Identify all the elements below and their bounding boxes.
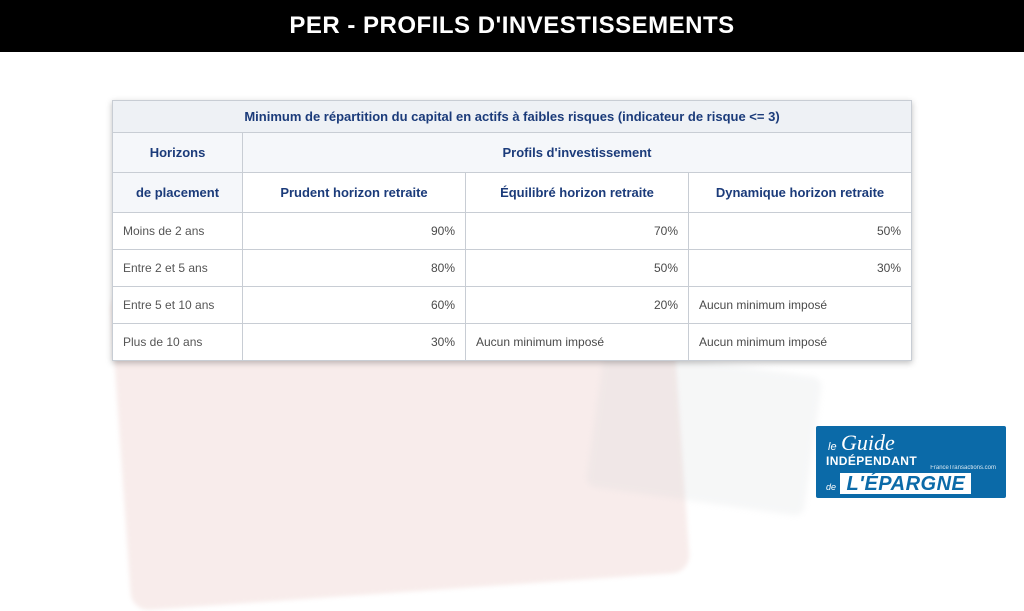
logo-le: le bbox=[828, 441, 837, 453]
cell-prudent: 60% bbox=[243, 287, 466, 324]
cell-prudent: 90% bbox=[243, 213, 466, 250]
col-equilibre: Équilibré horizon retraite bbox=[466, 173, 689, 213]
table-group-header-row: Horizons Profils d'investissement bbox=[113, 133, 912, 173]
col-prudent: Prudent horizon retraite bbox=[243, 173, 466, 213]
page-title: PER - PROFILS D'INVESTISSEMENTS bbox=[289, 12, 734, 40]
cell-dynamique: 30% bbox=[689, 250, 912, 287]
logo-epargne: L'ÉPARGNE bbox=[840, 473, 971, 494]
cell-equilibre: 20% bbox=[466, 287, 689, 324]
table-row: Moins de 2 ans 90% 70% 50% bbox=[113, 213, 912, 250]
cell-prudent: 30% bbox=[243, 324, 466, 361]
cell-dynamique: Aucun minimum imposé bbox=[689, 324, 912, 361]
col-group-horizons: Horizons bbox=[113, 133, 243, 173]
page-header: PER - PROFILS D'INVESTISSEMENTS bbox=[0, 0, 1024, 52]
logo-guide: Guide bbox=[841, 430, 895, 455]
col-group-profils: Profils d'investissement bbox=[243, 133, 912, 173]
col-placement: de placement bbox=[113, 173, 243, 213]
cell-dynamique: Aucun minimum imposé bbox=[689, 287, 912, 324]
cell-equilibre: Aucun minimum imposé bbox=[466, 324, 689, 361]
table-row: Entre 2 et 5 ans 80% 50% 30% bbox=[113, 250, 912, 287]
row-label: Plus de 10 ans bbox=[113, 324, 243, 361]
col-dynamique: Dynamique horizon retraite bbox=[689, 173, 912, 213]
cell-equilibre: 70% bbox=[466, 213, 689, 250]
logo-de: de bbox=[826, 482, 836, 492]
table-caption: Minimum de répartition du capital en act… bbox=[113, 101, 912, 133]
table-caption-row: Minimum de répartition du capital en act… bbox=[113, 101, 912, 133]
table-subheader-row: de placement Prudent horizon retraite Éq… bbox=[113, 173, 912, 213]
investment-profiles-table: Minimum de répartition du capital en act… bbox=[112, 100, 912, 361]
cell-prudent: 80% bbox=[243, 250, 466, 287]
cell-dynamique: 50% bbox=[689, 213, 912, 250]
row-label: Entre 2 et 5 ans bbox=[113, 250, 243, 287]
cell-equilibre: 50% bbox=[466, 250, 689, 287]
row-label: Moins de 2 ans bbox=[113, 213, 243, 250]
table-row: Entre 5 et 10 ans 60% 20% Aucun minimum … bbox=[113, 287, 912, 324]
table-row: Plus de 10 ans 30% Aucun minimum imposé … bbox=[113, 324, 912, 361]
publisher-logo: le Guide INDÉPENDANT FranceTransactions.… bbox=[816, 426, 1006, 498]
investment-profiles-table-container: Minimum de répartition du capital en act… bbox=[112, 100, 912, 361]
logo-tag: FranceTransactions.com bbox=[826, 465, 996, 471]
row-label: Entre 5 et 10 ans bbox=[113, 287, 243, 324]
